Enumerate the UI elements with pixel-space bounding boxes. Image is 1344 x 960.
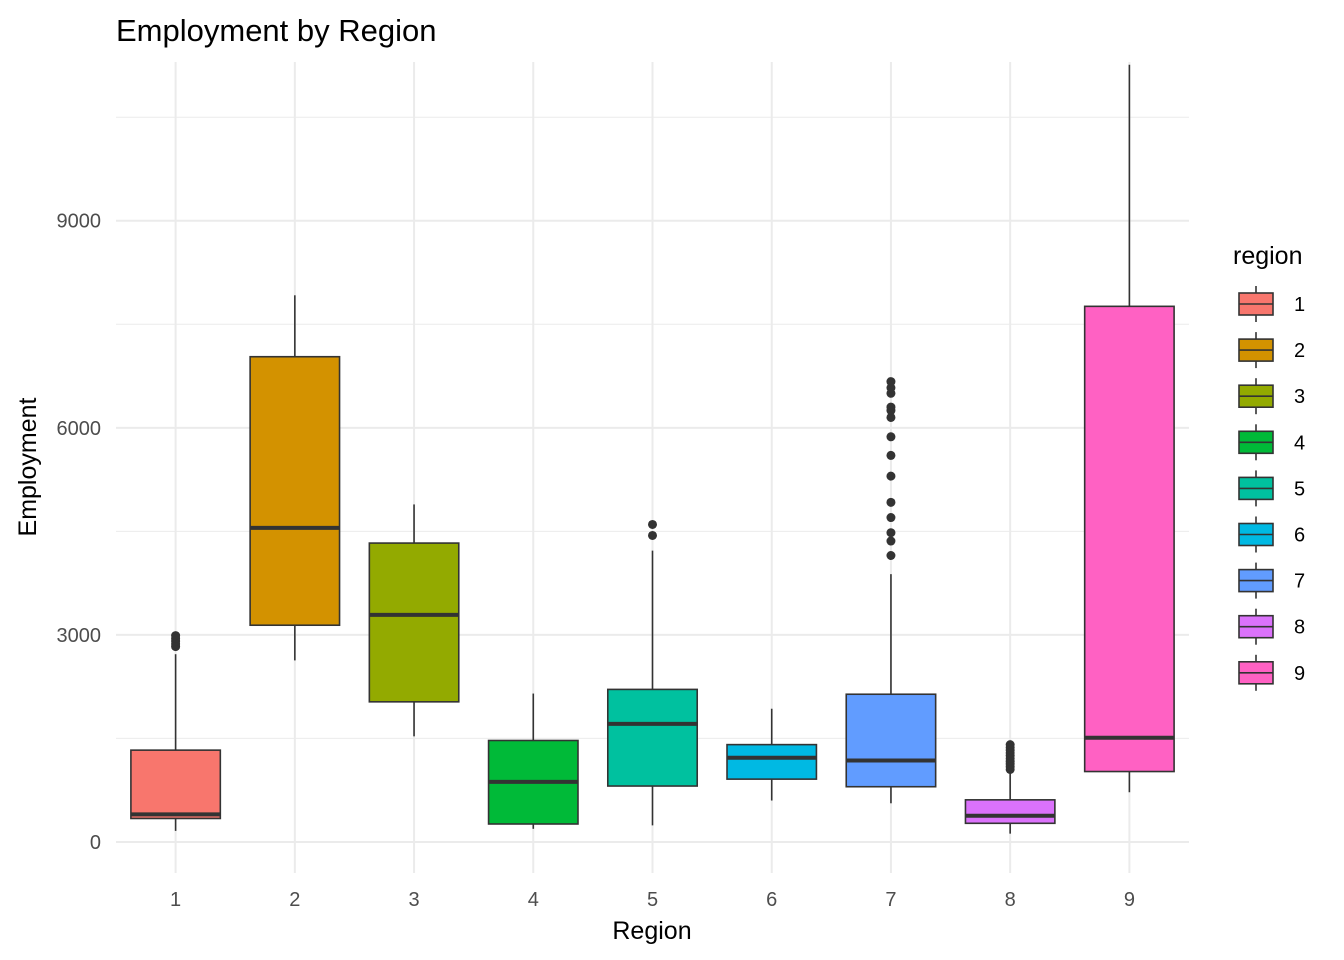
legend-item-6: 6 bbox=[1238, 516, 1305, 553]
legend-label: 8 bbox=[1294, 617, 1305, 639]
legend-item-8: 8 bbox=[1238, 608, 1305, 645]
box-region-1 bbox=[130, 631, 222, 831]
legend-label: 4 bbox=[1294, 432, 1305, 454]
legend-label: 6 bbox=[1294, 525, 1305, 547]
outlier-point bbox=[886, 432, 896, 442]
x-tick-label: 3 bbox=[408, 889, 419, 911]
box-region-5 bbox=[606, 519, 699, 826]
box-region-9 bbox=[1083, 64, 1175, 793]
outlier-point bbox=[886, 497, 896, 507]
y-tick-label: 6000 bbox=[57, 418, 102, 440]
box-body bbox=[130, 749, 222, 820]
x-tick-label: 9 bbox=[1124, 889, 1135, 911]
x-tick-label: 1 bbox=[170, 889, 181, 911]
legend-label: 1 bbox=[1294, 294, 1305, 316]
box-region-8 bbox=[964, 740, 1056, 834]
box-region-7 bbox=[845, 377, 937, 804]
legend-label: 3 bbox=[1294, 386, 1305, 408]
legend-item-1: 1 bbox=[1238, 286, 1305, 322]
outlier-point bbox=[886, 551, 896, 561]
legend-items: 1 2 3 4 5 6 7 8 9 bbox=[1238, 286, 1305, 691]
box-region-2 bbox=[249, 295, 341, 661]
box-body bbox=[249, 355, 341, 627]
outlier-point bbox=[886, 513, 896, 523]
outlier-point bbox=[886, 412, 896, 422]
box-body bbox=[845, 693, 937, 788]
legend-item-2: 2 bbox=[1238, 332, 1305, 369]
outlier-point bbox=[886, 450, 896, 460]
outlier-point bbox=[886, 383, 896, 393]
legend-title: region bbox=[1233, 242, 1303, 270]
box-region-6 bbox=[726, 708, 818, 801]
x-tick-label: 6 bbox=[766, 889, 777, 911]
x-tick-label: 2 bbox=[289, 889, 300, 911]
box-body bbox=[964, 799, 1056, 825]
legend-label: 2 bbox=[1294, 340, 1305, 362]
legend: region 1 2 3 4 5 6 7 8 9 bbox=[1233, 242, 1305, 691]
y-tick-label: 0 bbox=[90, 832, 101, 854]
outlier-point bbox=[648, 519, 657, 529]
outlier-point bbox=[1005, 740, 1015, 750]
legend-item-3: 3 bbox=[1238, 378, 1305, 415]
outlier-point bbox=[886, 377, 896, 387]
legend-label: 7 bbox=[1294, 571, 1305, 593]
x-tick-label: 4 bbox=[528, 889, 539, 911]
outlier-point bbox=[886, 471, 896, 481]
box-region-4 bbox=[487, 693, 579, 829]
legend-item-7: 7 bbox=[1238, 562, 1305, 599]
box-body bbox=[368, 542, 460, 703]
x-tick-label: 8 bbox=[1005, 889, 1016, 911]
legend-item-5: 5 bbox=[1238, 470, 1305, 507]
x-tick-label: 7 bbox=[885, 889, 896, 911]
x-axis-title: Region bbox=[612, 917, 691, 945]
y-tick-label: 3000 bbox=[57, 625, 102, 647]
y-axis-title: Employment bbox=[14, 397, 42, 536]
legend-item-9: 9 bbox=[1238, 654, 1305, 691]
box-region-3 bbox=[368, 504, 460, 737]
legend-label: 9 bbox=[1294, 663, 1305, 685]
outlier-point bbox=[648, 530, 657, 540]
legend-item-4: 4 bbox=[1238, 424, 1305, 461]
axis-layer: 0 3000 6000 9000 1 2 3 4 5 6 7 8 9 bbox=[57, 211, 1135, 911]
legend-label: 5 bbox=[1294, 478, 1305, 500]
outlier-point bbox=[886, 402, 896, 412]
chart-title: Employment by Region bbox=[116, 13, 437, 48]
box-layer bbox=[130, 64, 1175, 834]
y-tick-label: 9000 bbox=[57, 211, 102, 233]
x-tick-label: 5 bbox=[647, 889, 658, 911]
outlier-point bbox=[886, 528, 896, 538]
outlier-point bbox=[171, 631, 181, 641]
outlier-point bbox=[886, 536, 896, 546]
box-body bbox=[606, 688, 699, 787]
box-body bbox=[726, 743, 818, 780]
box-body bbox=[1083, 305, 1175, 773]
